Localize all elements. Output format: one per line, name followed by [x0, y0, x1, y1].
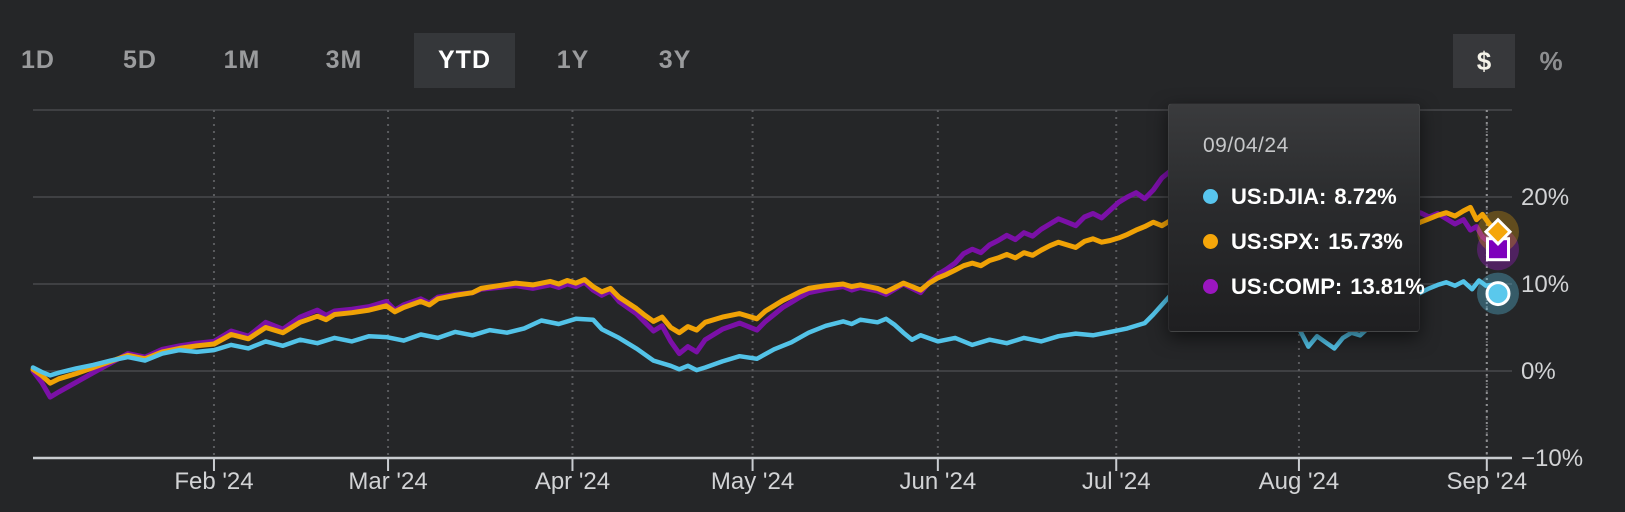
- chart-toolbar: 1D 5D 1M 3M YTD 1Y 3Y $ %: [0, 0, 1625, 96]
- end-marker-us-djia: [1485, 281, 1511, 307]
- x-axis-label: Apr '24: [535, 468, 610, 495]
- x-axis-label: May '24: [711, 468, 794, 495]
- x-axis-label: Feb '24: [174, 468, 253, 495]
- range-5d[interactable]: 5D: [108, 33, 172, 88]
- tooltip-row-djia: US:DJIA: 8.72%: [1203, 174, 1419, 219]
- tooltip-date: 09/04/24: [1203, 134, 1289, 157]
- range-ytd[interactable]: YTD: [414, 33, 515, 88]
- tooltip-spx-value: 15.73%: [1328, 228, 1403, 254]
- series-line-us-djia[interactable]: [30, 278, 1501, 378]
- unit-percent-button[interactable]: %: [1531, 34, 1571, 88]
- x-axis-label: Aug '24: [1259, 468, 1340, 495]
- range-1m[interactable]: 1M: [210, 33, 274, 88]
- tooltip-djia-label: US:DJIA:: [1231, 183, 1327, 209]
- end-marker-us-spx: [1483, 217, 1513, 246]
- y-axis-label: 0%: [1521, 358, 1556, 385]
- y-axis-label: 20%: [1521, 184, 1569, 211]
- range-1d[interactable]: 1D: [6, 33, 70, 88]
- tooltip-row-comp: US:COMP: 13.81%: [1203, 264, 1425, 309]
- tooltip-comp-value: 13.81%: [1350, 273, 1425, 299]
- comp-series-dot-icon: [1203, 279, 1218, 294]
- tooltip-djia-value: 8.72%: [1334, 183, 1397, 209]
- x-axis-label: Jun '24: [900, 468, 977, 495]
- djia-series-dot-icon: [1203, 189, 1218, 204]
- x-axis-label: Jul '24: [1082, 468, 1151, 495]
- range-3m[interactable]: 3M: [312, 33, 376, 88]
- tooltip-spx-label: US:SPX:: [1231, 228, 1321, 254]
- chart-tooltip: 09/04/24 US:DJIA: 8.72% US:SPX: 15.73% U…: [1168, 103, 1425, 332]
- spx-series-dot-icon: [1203, 234, 1218, 249]
- x-axis-label: Sep '24: [1446, 468, 1527, 495]
- range-1y[interactable]: 1Y: [541, 33, 605, 88]
- y-axis-label: 10%: [1521, 271, 1569, 298]
- tooltip-comp-label: US:COMP:: [1231, 273, 1343, 299]
- range-3y[interactable]: 3Y: [643, 33, 707, 88]
- y-axis-label: −10%: [1521, 445, 1583, 472]
- unit-dollar-button[interactable]: $: [1453, 34, 1515, 88]
- x-axis-label: Mar '24: [348, 468, 427, 495]
- tooltip-row-spx: US:SPX: 15.73%: [1203, 219, 1419, 264]
- range-selector: 1D 5D 1M 3M YTD 1Y 3Y: [0, 33, 745, 88]
